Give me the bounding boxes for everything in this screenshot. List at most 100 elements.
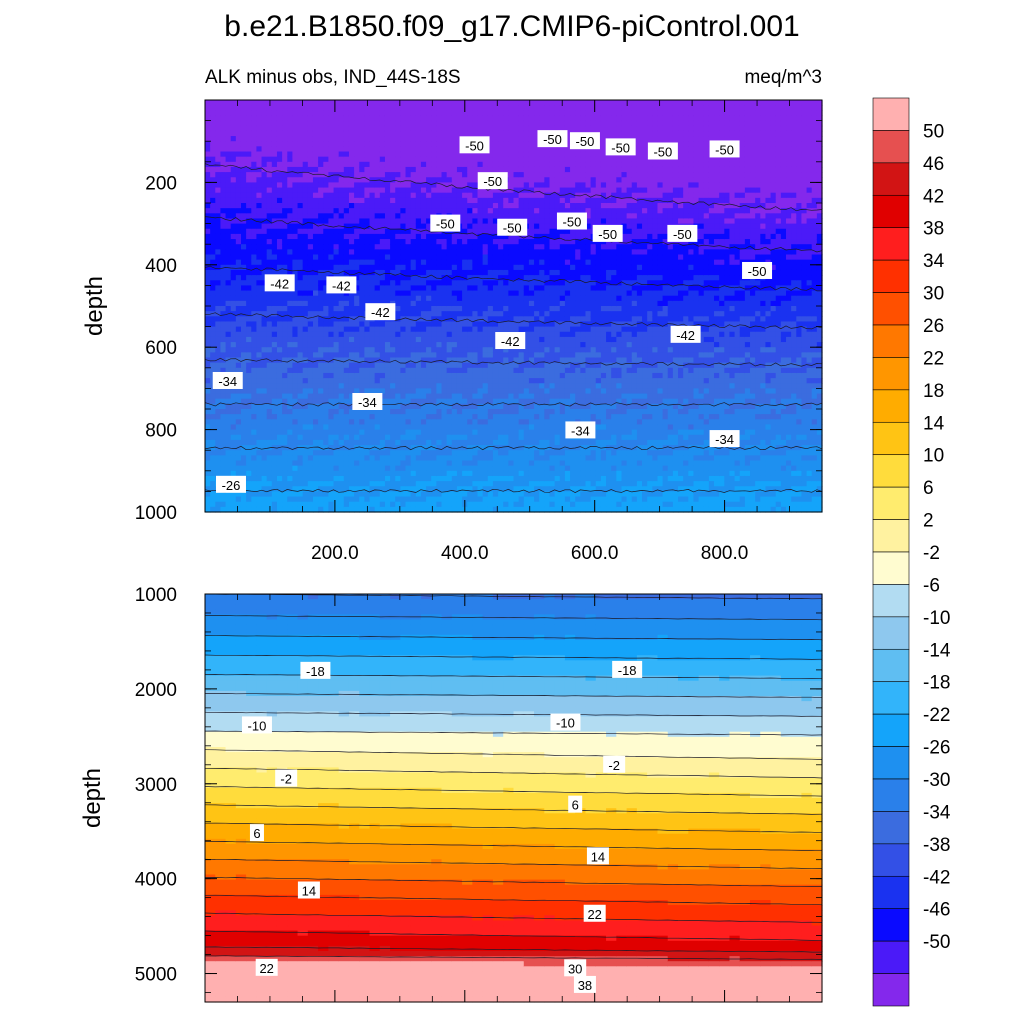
field-cell [318, 280, 324, 286]
field-cell [266, 187, 273, 194]
field-cell [307, 223, 314, 230]
field-cell [487, 166, 494, 173]
field-cell [354, 419, 360, 426]
field-cell [384, 295, 391, 302]
field-cell [230, 110, 237, 117]
field-cell [261, 233, 268, 240]
field-cell [251, 491, 258, 498]
field-cell [374, 151, 381, 158]
field-cell [436, 419, 443, 426]
field-cell [318, 182, 324, 189]
field-cell [467, 264, 473, 271]
field-cell [282, 182, 288, 189]
field-cell [235, 151, 242, 158]
field-cell [271, 172, 278, 178]
field-cell [503, 450, 509, 456]
field-cell [503, 115, 509, 122]
field-cell [374, 233, 381, 240]
field-cell [220, 470, 227, 477]
field-cell [405, 424, 412, 431]
field-cell [487, 450, 494, 456]
field-cell [261, 275, 268, 281]
field-cell [251, 362, 258, 369]
field-cell [359, 192, 365, 199]
field-cell [513, 249, 520, 256]
field-cell [395, 141, 401, 147]
field-cell [359, 146, 365, 153]
field-cell [220, 249, 227, 256]
field-cell [441, 295, 448, 302]
field-cell [467, 100, 473, 106]
field-cell [477, 393, 484, 400]
field-cell [348, 187, 355, 194]
field-cell [256, 342, 263, 348]
field-cell [328, 439, 335, 446]
field-cell [318, 218, 324, 225]
field-cell [431, 486, 437, 492]
field-cell [215, 115, 222, 122]
field-cell [307, 115, 314, 122]
field-cell [446, 285, 453, 292]
field-cell [446, 161, 453, 168]
field-cell [369, 455, 376, 462]
field-cell [246, 409, 252, 415]
field-cell [364, 187, 371, 194]
field-cell [297, 151, 304, 158]
field-cell [359, 465, 365, 472]
field-cell [282, 439, 288, 446]
field-cell [235, 429, 242, 436]
field-cell [503, 233, 509, 240]
field-cell [287, 414, 294, 420]
field-cell [323, 429, 329, 436]
field-cell [230, 321, 237, 328]
field-cell [256, 393, 263, 400]
field-cell [271, 501, 278, 508]
field-cell [240, 501, 247, 508]
field-cell [508, 496, 515, 503]
field-cell [210, 470, 216, 477]
field-cell [230, 182, 237, 189]
field-cell [261, 295, 268, 302]
field-cell [307, 151, 314, 158]
field-cell [395, 208, 401, 214]
field-cell [282, 331, 288, 338]
field-cell [292, 414, 299, 420]
field-cell [441, 383, 448, 389]
field-cell [426, 419, 432, 426]
field-cell [395, 192, 401, 199]
field-cell [384, 125, 391, 132]
field-cell [426, 280, 432, 286]
field-cell [487, 383, 494, 389]
field-cell [292, 275, 299, 281]
field-cell [323, 285, 329, 292]
field-cell [348, 331, 355, 338]
field-cell [498, 445, 504, 451]
field-cell [390, 177, 396, 183]
field-cell [415, 187, 422, 194]
field-cell [261, 146, 268, 153]
field-cell [395, 110, 401, 117]
field-cell [436, 378, 443, 384]
field-cell [456, 182, 463, 189]
field-cell [251, 306, 258, 312]
field-cell [302, 187, 309, 194]
field-cell [354, 342, 360, 348]
field-cell [405, 342, 412, 348]
field-cell [348, 105, 355, 111]
field-cell [508, 161, 515, 168]
field-cell [333, 161, 340, 168]
field-cell [328, 419, 335, 426]
field-cell [318, 347, 324, 353]
field-cell [348, 398, 355, 405]
field-cell [492, 161, 499, 168]
field-cell [374, 486, 381, 492]
field-cell [282, 187, 288, 194]
field-cell [369, 506, 376, 513]
field-cell [240, 177, 247, 183]
field-cell [240, 316, 247, 323]
field-cell [205, 470, 211, 477]
field-cell [431, 434, 437, 441]
field-cell [487, 403, 494, 410]
field-cell [220, 130, 227, 137]
field-cell [333, 336, 340, 343]
